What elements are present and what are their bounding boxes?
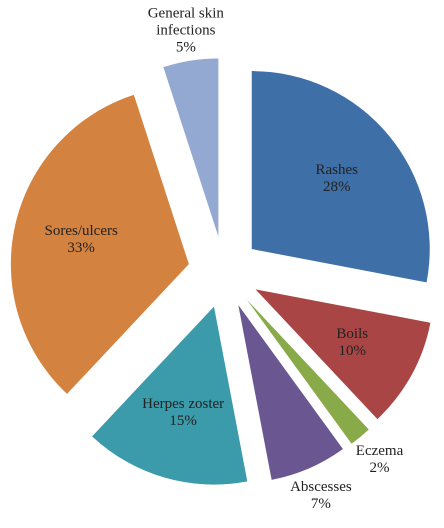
slice-name: Herpes zoster (142, 395, 225, 412)
data-label: Rashes 28% (316, 162, 359, 196)
data-label: Abscesses 7% (290, 479, 352, 513)
slice-name: Abscesses (290, 478, 352, 495)
slice (246, 299, 369, 444)
data-label: General skin infections 5% (131, 6, 241, 57)
slice-name: General skin infections (147, 5, 224, 39)
data-label: Eczema 2% (356, 443, 403, 477)
slice (238, 305, 343, 480)
slice-value: 5% (175, 39, 196, 56)
slice-value: 10% (338, 342, 367, 359)
data-label: Boils 10% (336, 326, 368, 360)
slice-value: 7% (310, 495, 331, 512)
slice-name: Sores/ulcers (44, 223, 118, 240)
data-label: Sores/ulcers 33% (44, 223, 117, 257)
slice-name: Rashes (315, 161, 359, 178)
slice (255, 289, 431, 420)
data-label: Herpes zoster 15% (142, 396, 224, 430)
slice-name: Boils (336, 325, 369, 342)
slice (92, 306, 248, 485)
slice (163, 58, 219, 237)
slice-value: 28% (323, 178, 351, 195)
slice-value: 15% (169, 412, 197, 429)
slice-name: Eczema (355, 443, 404, 459)
slice-value: 2% (369, 460, 390, 476)
slice (251, 71, 430, 283)
slice-value: 33% (67, 240, 95, 257)
slice (10, 94, 189, 394)
